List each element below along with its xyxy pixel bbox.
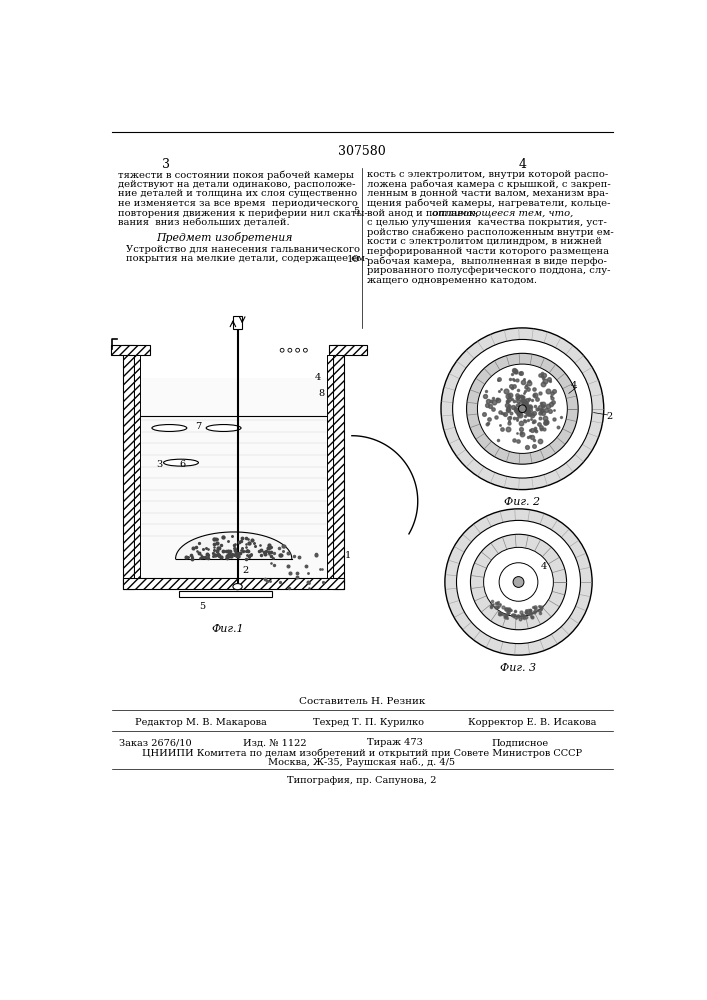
Text: Подписное: Подписное: [491, 738, 549, 747]
Text: Корректор Е. В. Исакова: Корректор Е. В. Исакова: [468, 718, 597, 727]
Bar: [333, 345, 344, 589]
Text: 307580: 307580: [338, 145, 386, 158]
Text: Фиг.1: Фиг.1: [211, 624, 244, 634]
Bar: [140, 378, 327, 578]
Text: 2: 2: [243, 566, 248, 575]
Bar: [333, 360, 339, 570]
Text: отличающееся тем, что,: отличающееся тем, что,: [433, 209, 573, 218]
Bar: [233, 316, 243, 329]
Circle shape: [499, 563, 538, 601]
Text: Изд. № 1122: Изд. № 1122: [243, 738, 307, 747]
Text: тяжести в состоянии покоя рабочей камеры: тяжести в состоянии покоя рабочей камеры: [118, 170, 354, 180]
Text: 4: 4: [571, 381, 578, 390]
Circle shape: [280, 348, 284, 352]
Text: 3: 3: [156, 460, 163, 469]
Bar: [111, 345, 150, 355]
Bar: [123, 578, 344, 589]
Text: ройство снабжено расположенным внутри ем-: ройство снабжено расположенным внутри ем…: [368, 228, 614, 237]
Text: перфорированной части которого размещена: перфорированной части которого размещена: [368, 247, 609, 256]
Text: 3: 3: [162, 158, 170, 172]
Text: Составитель Н. Резник: Составитель Н. Резник: [299, 698, 425, 706]
Bar: [327, 355, 333, 578]
Text: 1: 1: [345, 551, 351, 560]
Circle shape: [470, 534, 566, 630]
Text: 2: 2: [607, 412, 613, 421]
Text: с целью улучшения  качества покрытия, уст-: с целью улучшения качества покрытия, уст…: [368, 218, 607, 227]
Text: 4: 4: [541, 562, 547, 571]
Text: Предмет изобретения: Предмет изобретения: [156, 232, 292, 243]
Text: вания  вниз небольших деталей.: вания вниз небольших деталей.: [118, 218, 289, 227]
Polygon shape: [175, 532, 292, 559]
Text: 8: 8: [319, 389, 325, 398]
Text: 4: 4: [518, 158, 527, 172]
Text: щения рабочей камеры, нагреватели, кольце-: щения рабочей камеры, нагреватели, кольц…: [368, 199, 611, 208]
Text: ЦНИИПИ Комитета по делам изобретений и открытий при Совете Министров СССР: ЦНИИПИ Комитета по делам изобретений и о…: [142, 748, 582, 758]
Text: действуют на детали одинаково, расположе-: действуют на детали одинаково, расположе…: [118, 180, 356, 189]
Text: ние деталей и толщина их слоя существенно: ние деталей и толщина их слоя существенн…: [118, 189, 357, 198]
Ellipse shape: [152, 425, 187, 431]
Circle shape: [296, 348, 300, 352]
Circle shape: [484, 547, 554, 617]
Text: ленным в донной части валом, механизм вра-: ленным в донной части валом, механизм вр…: [368, 189, 609, 198]
Text: 4: 4: [315, 373, 321, 382]
Text: Устройство для нанесения гальванического: Устройство для нанесения гальванического: [126, 245, 360, 254]
Ellipse shape: [233, 584, 243, 590]
Text: Фиг. 3: Фиг. 3: [501, 663, 537, 673]
Bar: [134, 355, 140, 578]
Text: повторения движения к периферии нил скаты-: повторения движения к периферии нил скат…: [118, 209, 368, 218]
Circle shape: [452, 339, 592, 478]
Text: Заказ 2676/10: Заказ 2676/10: [119, 738, 192, 747]
Text: 7: 7: [195, 422, 201, 431]
Text: 10: 10: [346, 255, 360, 264]
Text: вой анод и поплавок,: вой анод и поплавок,: [368, 209, 482, 218]
Text: Москва, Ж-35, Раушская наб., д. 4/5: Москва, Ж-35, Раушская наб., д. 4/5: [269, 758, 455, 767]
Text: жащего одновременно катодом.: жащего одновременно катодом.: [368, 276, 537, 285]
Bar: [180, 591, 272, 597]
Circle shape: [513, 577, 524, 587]
Circle shape: [303, 348, 308, 352]
Bar: [123, 345, 134, 589]
Text: Фиг. 2: Фиг. 2: [504, 497, 540, 507]
Ellipse shape: [163, 459, 199, 466]
Text: рабочая камера,  выполненная в виде перфо-: рабочая камера, выполненная в виде перфо…: [368, 257, 607, 266]
Text: ложена рабочая камера с крышкой, с закреп-: ложена рабочая камера с крышкой, с закре…: [368, 180, 611, 189]
Circle shape: [518, 405, 526, 413]
Circle shape: [457, 520, 580, 644]
Circle shape: [441, 328, 604, 490]
Text: 5: 5: [354, 207, 360, 216]
Text: 5: 5: [199, 602, 206, 611]
Text: рированного полусферического поддона, слу-: рированного полусферического поддона, сл…: [368, 266, 611, 275]
Text: Тираж 473: Тираж 473: [368, 738, 423, 747]
Circle shape: [288, 348, 292, 352]
Circle shape: [445, 509, 592, 655]
Text: 6: 6: [180, 460, 186, 469]
Circle shape: [477, 364, 567, 453]
Ellipse shape: [206, 425, 241, 431]
Bar: [329, 345, 368, 355]
Text: Редактор М. В. Макарова: Редактор М. В. Макарова: [135, 718, 267, 727]
Text: покрытия на мелкие детали, содержащее ем-: покрытия на мелкие детали, содержащее ем…: [126, 254, 368, 263]
Circle shape: [467, 353, 578, 464]
Text: кость с электролитом, внутри которой распо-: кость с электролитом, внутри которой рас…: [368, 170, 609, 179]
Text: Типография, пр. Сапунова, 2: Типография, пр. Сапунова, 2: [287, 776, 437, 785]
Text: Техред Т. П. Курилко: Техред Т. П. Курилко: [313, 718, 424, 727]
Text: кости с электролитом цилиндром, в нижней: кости с электролитом цилиндром, в нижней: [368, 237, 602, 246]
Text: не изменяется за все время  периодического: не изменяется за все время периодическог…: [118, 199, 358, 208]
